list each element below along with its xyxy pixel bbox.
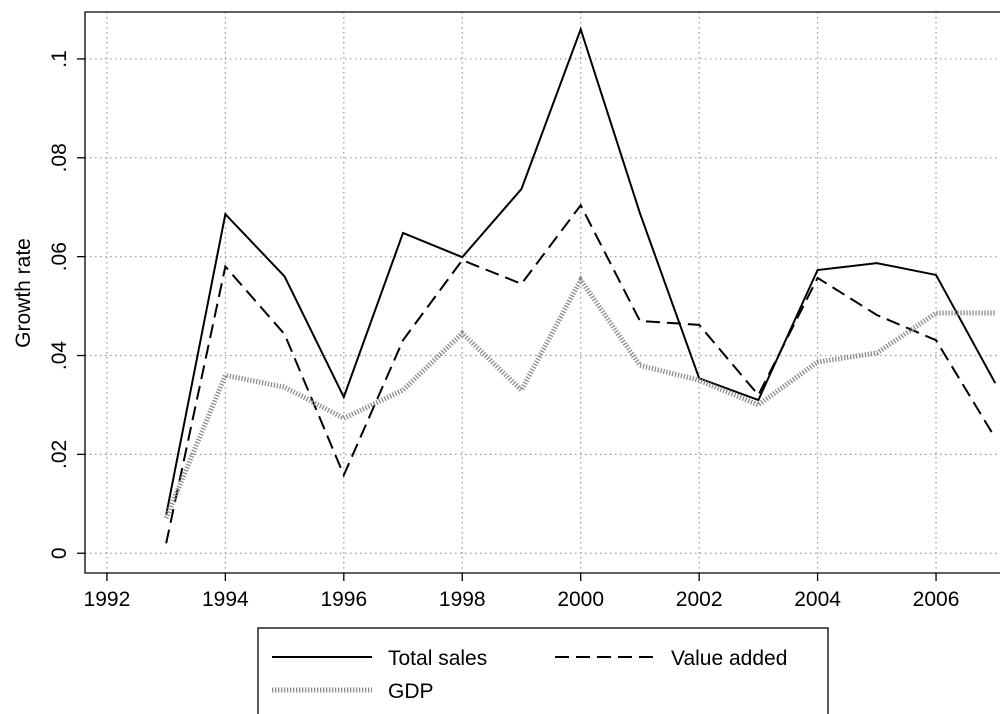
x-tick-label: 1996 [320,588,367,611]
x-tick-label: 1994 [202,588,249,611]
legend-label: Total sales [388,647,487,670]
x-tick-label: 2006 [913,588,960,611]
legend-label: Value added [671,647,787,670]
y-tick-label: .06 [48,242,71,271]
series-line [163,275,996,520]
y-tick-label: .08 [48,143,71,172]
y-axis-title: Growth rate [12,238,35,348]
x-tick-label: 2000 [557,588,604,611]
x-tick-label: 1992 [84,588,131,611]
y-tick-label: .02 [48,440,71,469]
legend-label: GDP [388,680,434,703]
series-line [165,26,997,516]
y-tick-label: .1 [48,50,71,68]
x-tick-label: 2004 [794,588,841,611]
y-tick-label: 0 [48,547,71,559]
x-tick-label: 1998 [439,588,486,611]
legend-box [257,627,829,714]
x-tick-label: 2002 [676,588,723,611]
axis-frame [84,11,1000,574]
series-line [165,203,997,544]
y-tick-label: .04 [48,341,71,371]
